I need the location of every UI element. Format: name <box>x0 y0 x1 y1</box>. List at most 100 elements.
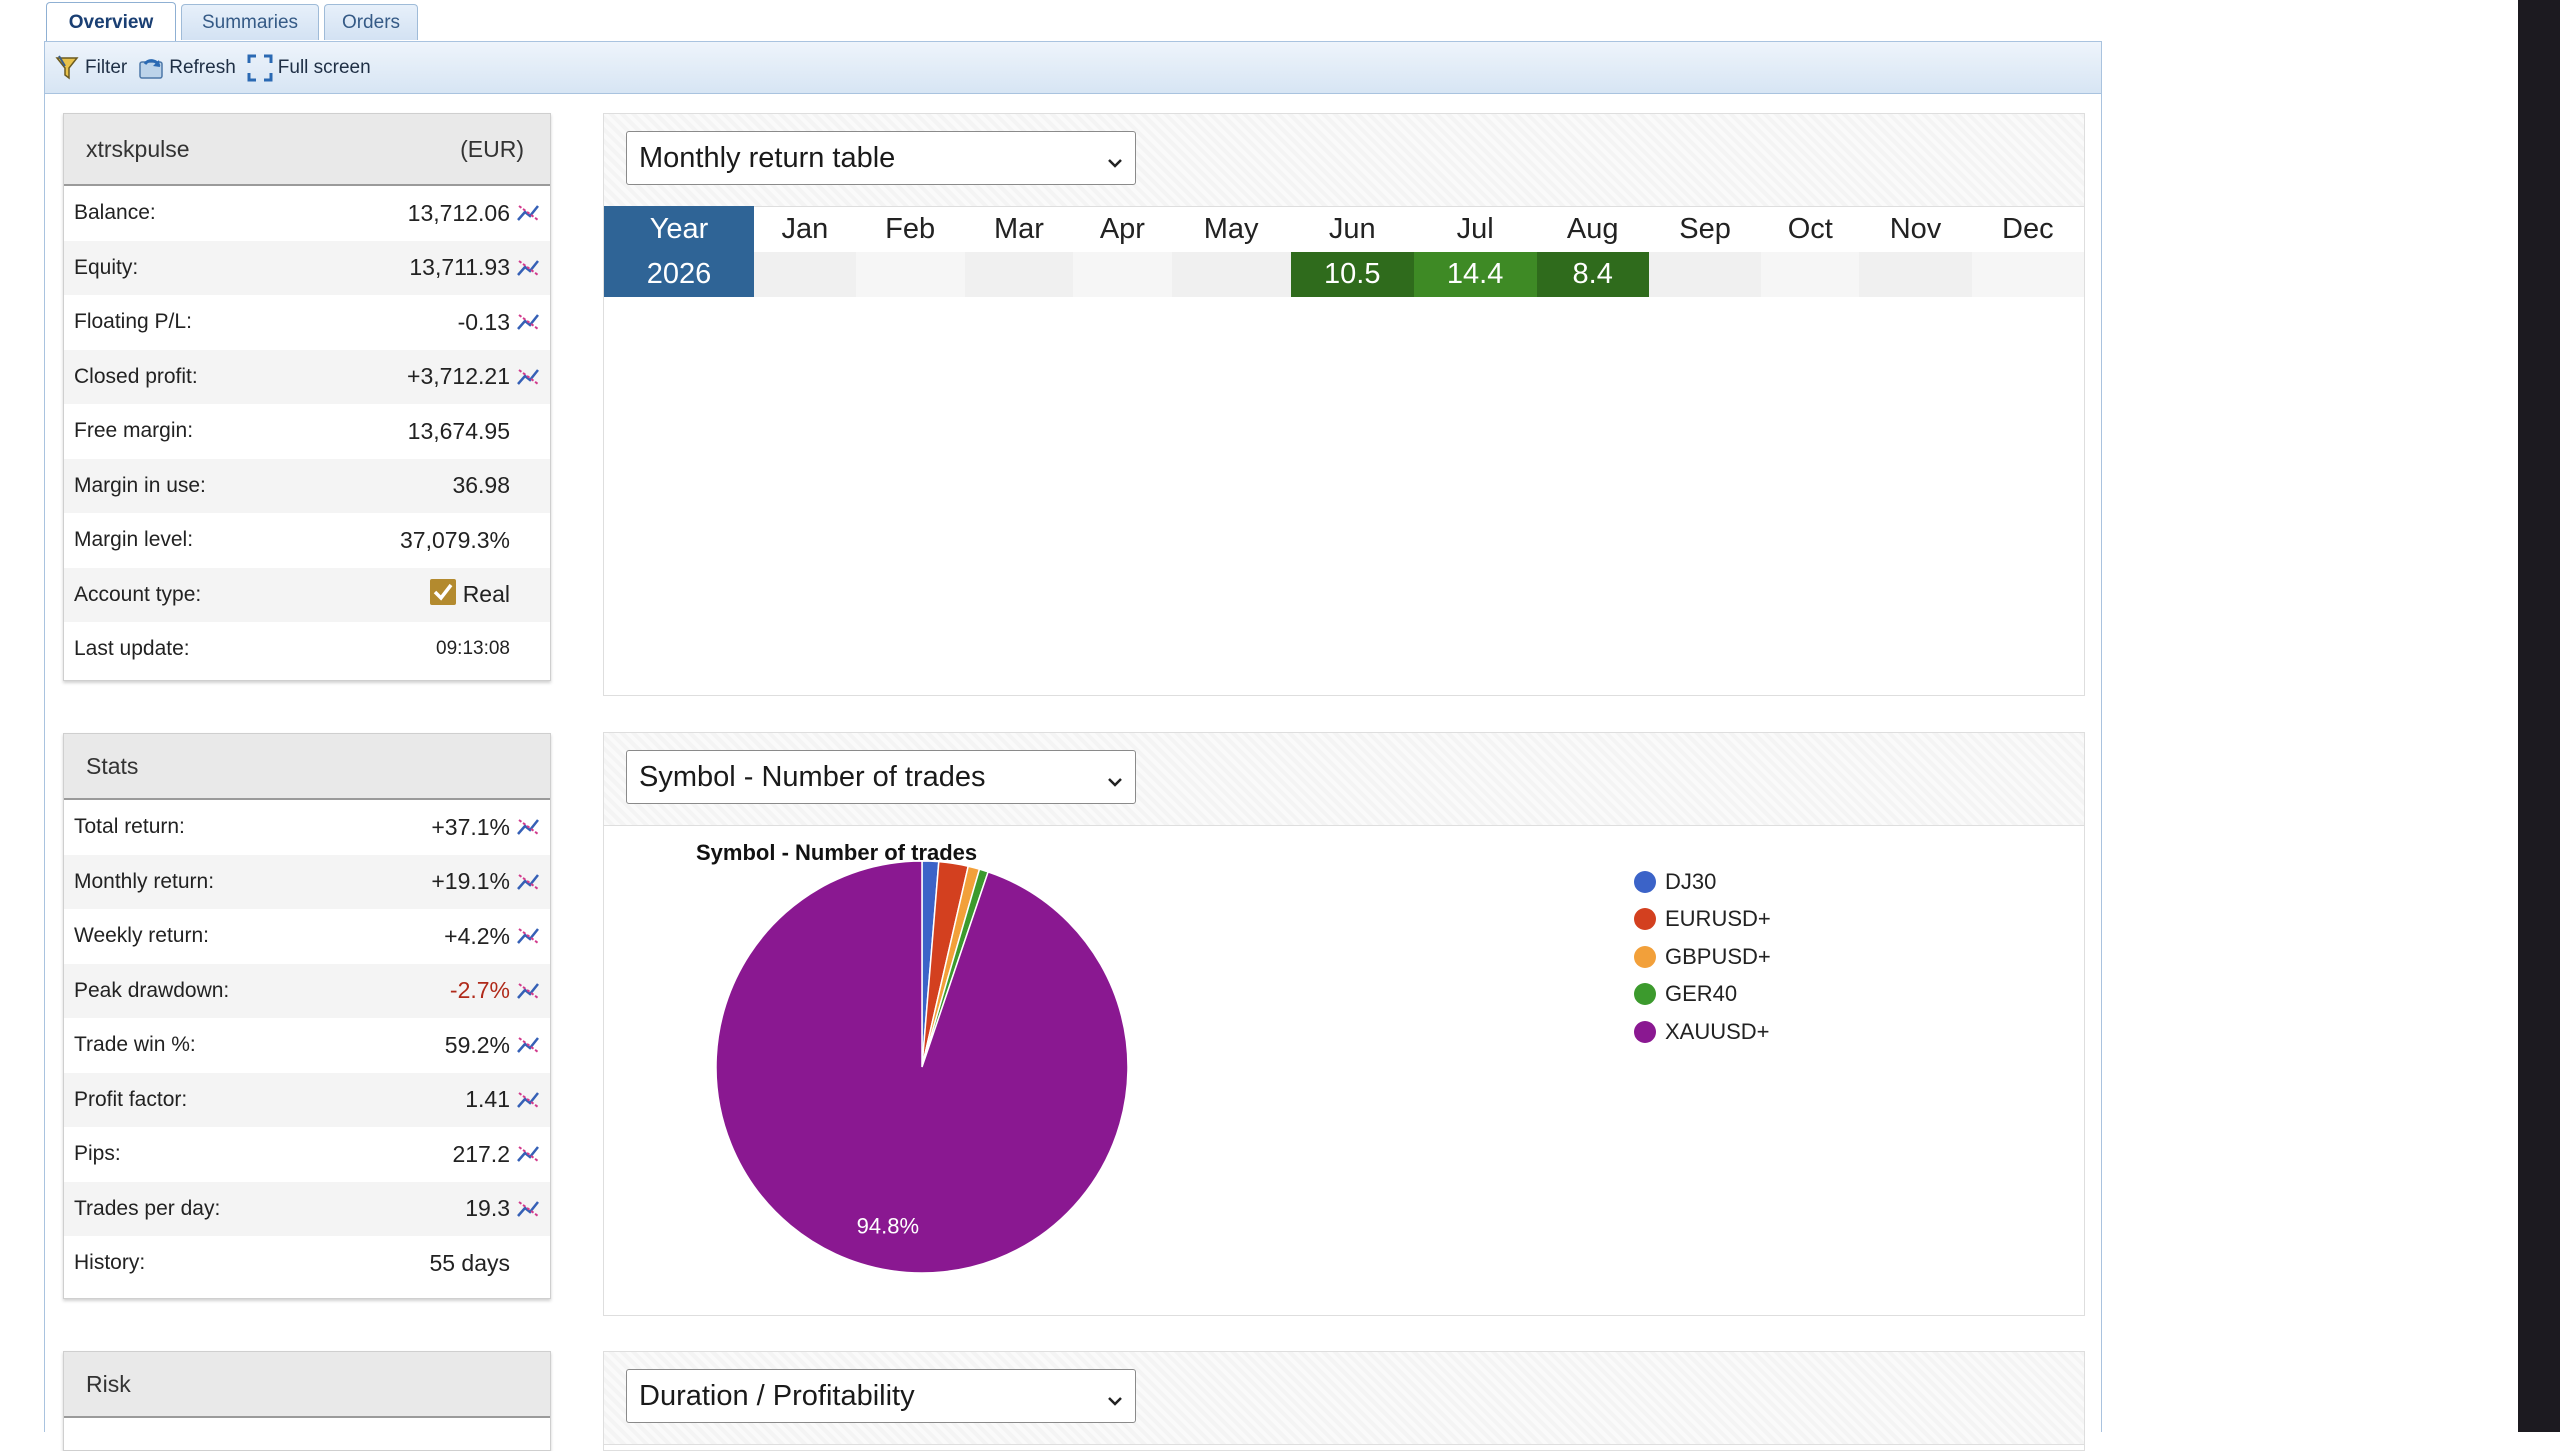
year-cell: 2026 <box>604 252 754 297</box>
row-value: 1.41 <box>465 1086 510 1113</box>
tab-orders[interactable]: Orders <box>324 4 418 40</box>
legend-item[interactable]: XAUUSD+ <box>1634 1013 1771 1051</box>
legend-swatch <box>1634 983 1656 1006</box>
fullscreen-icon <box>246 53 274 83</box>
duration-select[interactable]: Duration / Profitability <box>626 1369 1136 1423</box>
risk-panel: Risk <box>63 1351 551 1451</box>
stats-row-trades-per-day: Trades per day: 19.3 <box>64 1181 550 1236</box>
row-label: Margin in use: <box>74 473 206 497</box>
chart-link-icon[interactable] <box>510 311 542 333</box>
filter-button[interactable]: Filter <box>55 54 127 82</box>
chevron-down-icon <box>1105 148 1125 181</box>
pie-chart: 94.8% <box>715 860 1129 1274</box>
row-value: 13,674.95 <box>407 417 510 444</box>
legend-label: DJ30 <box>1665 868 1717 894</box>
tab-bar: Overview Summaries Orders <box>46 0 2102 42</box>
column-header: Nov <box>1889 212 1942 245</box>
overview-frame: Filter Refresh Full screen xtrskpulse (E… <box>44 41 2102 1451</box>
legend-item[interactable]: DJ30 <box>1634 863 1771 901</box>
chart-link-icon[interactable] <box>510 1198 542 1220</box>
legend-label: EURUSD+ <box>1665 906 1771 932</box>
account-row-balance: Balance: 13,712.06 <box>64 186 550 241</box>
legend-item[interactable]: GBPUSD+ <box>1634 938 1771 976</box>
row-value: 13,712.06 <box>407 199 510 226</box>
legend-swatch <box>1634 1020 1656 1043</box>
chevron-down-icon <box>1105 1386 1125 1419</box>
check-icon <box>429 578 457 612</box>
pie-chart-area: Symbol - Number of trades 94.8% DJ30 EURU… <box>604 825 2084 1315</box>
fullscreen-button[interactable]: Full screen <box>246 53 371 83</box>
chart-link-icon[interactable] <box>510 1089 542 1111</box>
column-header: Oct <box>1787 212 1833 245</box>
table-cell: 14.4 <box>1413 252 1537 297</box>
chart-link-icon[interactable] <box>510 871 542 893</box>
stats-title: Stats <box>86 752 139 779</box>
legend-item[interactable]: GER40 <box>1634 976 1771 1014</box>
duration-box: Duration / Profitability <box>603 1351 2085 1451</box>
symbol-trades-select[interactable]: Symbol - Number of trades <box>626 750 1136 804</box>
symbol-trades-box: Symbol - Number of trades Symbol - Numbe… <box>603 732 2085 1316</box>
chart-link-icon[interactable] <box>510 816 542 838</box>
column-header: Sep <box>1679 212 1731 245</box>
account-row-floating-pl: Floating P/L: -0.13 <box>64 295 550 350</box>
monthly-return-select[interactable]: Monthly return table <box>626 131 1136 185</box>
table-cell <box>964 252 1074 297</box>
row-label: Closed profit: <box>74 364 198 388</box>
tab-summaries[interactable]: Summaries <box>181 4 319 40</box>
pie-slice-label: 94.8% <box>857 1214 919 1239</box>
monthly-return-box: Monthly return table Year Jan Feb Mar Ap… <box>603 113 2085 696</box>
column-header: Jun <box>1328 212 1376 245</box>
legend-label: GBPUSD+ <box>1665 943 1771 969</box>
account-row-equity: Equity: 13,711.93 <box>64 240 550 295</box>
stats-row-total-return: Total return: +37.1% <box>64 800 550 855</box>
row-value: 55 days <box>429 1249 510 1276</box>
table-cell <box>1971 252 2084 297</box>
chart-link-icon[interactable] <box>510 202 542 224</box>
pie-slice-xauusd[interactable] <box>715 860 1129 1274</box>
column-header: Jan <box>781 212 829 245</box>
chart-link-icon[interactable] <box>510 1034 542 1056</box>
account-name: xtrskpulse <box>86 135 190 162</box>
background-strip <box>2518 0 2560 1432</box>
legend-swatch <box>1634 945 1656 968</box>
chart-link-icon[interactable] <box>510 925 542 947</box>
account-row-account-type: Account type: Real <box>64 567 550 622</box>
table-cell <box>855 252 965 297</box>
row-value: 19.3 <box>465 1195 510 1222</box>
row-label: Floating P/L: <box>74 310 192 334</box>
refresh-button[interactable]: Refresh <box>137 54 236 82</box>
row-value: 36.98 <box>452 472 510 499</box>
column-header: Mar <box>993 212 1044 245</box>
account-header: xtrskpulse (EUR) <box>64 114 550 186</box>
row-value: 09:13:08 <box>436 638 510 660</box>
table-cell <box>1073 252 1172 297</box>
legend-label: GER40 <box>1665 981 1738 1007</box>
table-header-row: Year Jan Feb Mar Apr May Jun Jul Aug Sep… <box>604 206 2084 252</box>
refresh-icon <box>137 54 165 82</box>
row-label: Monthly return: <box>74 869 215 893</box>
row-value: +19.1% <box>431 868 510 895</box>
stats-row-peak-drawdown: Peak drawdown: -2.7% <box>64 963 550 1018</box>
row-label: Peak drawdown: <box>74 978 230 1002</box>
table-cell: 10.5 <box>1290 252 1414 297</box>
account-row-last-update: Last update: 09:13:08 <box>64 622 550 677</box>
legend-item[interactable]: EURUSD+ <box>1634 901 1771 939</box>
chart-link-icon[interactable] <box>510 1143 542 1165</box>
table-cell <box>754 252 856 297</box>
chart-link-icon[interactable] <box>510 980 542 1002</box>
row-label: Total return: <box>74 815 185 839</box>
stats-row-weekly-return: Weekly return: +4.2% <box>64 909 550 964</box>
stats-row-profit-factor: Profit factor: 1.41 <box>64 1072 550 1127</box>
stats-header: Stats <box>64 734 550 800</box>
monthly-return-table: Year Jan Feb Mar Apr May Jun Jul Aug Sep… <box>604 206 2084 297</box>
row-label: History: <box>74 1251 146 1275</box>
row-value: -0.13 <box>457 308 510 335</box>
tab-overview[interactable]: Overview <box>46 2 176 42</box>
account-type-label: Real <box>462 581 510 608</box>
column-header: Jul <box>1456 212 1494 245</box>
account-panel: xtrskpulse (EUR) Balance: 13,712.06 Equi… <box>63 113 551 681</box>
chart-link-icon[interactable] <box>510 257 542 279</box>
chart-link-icon[interactable] <box>510 366 542 388</box>
row-value: 13,711.93 <box>409 254 510 281</box>
row-label: Trades per day: <box>74 1196 221 1220</box>
